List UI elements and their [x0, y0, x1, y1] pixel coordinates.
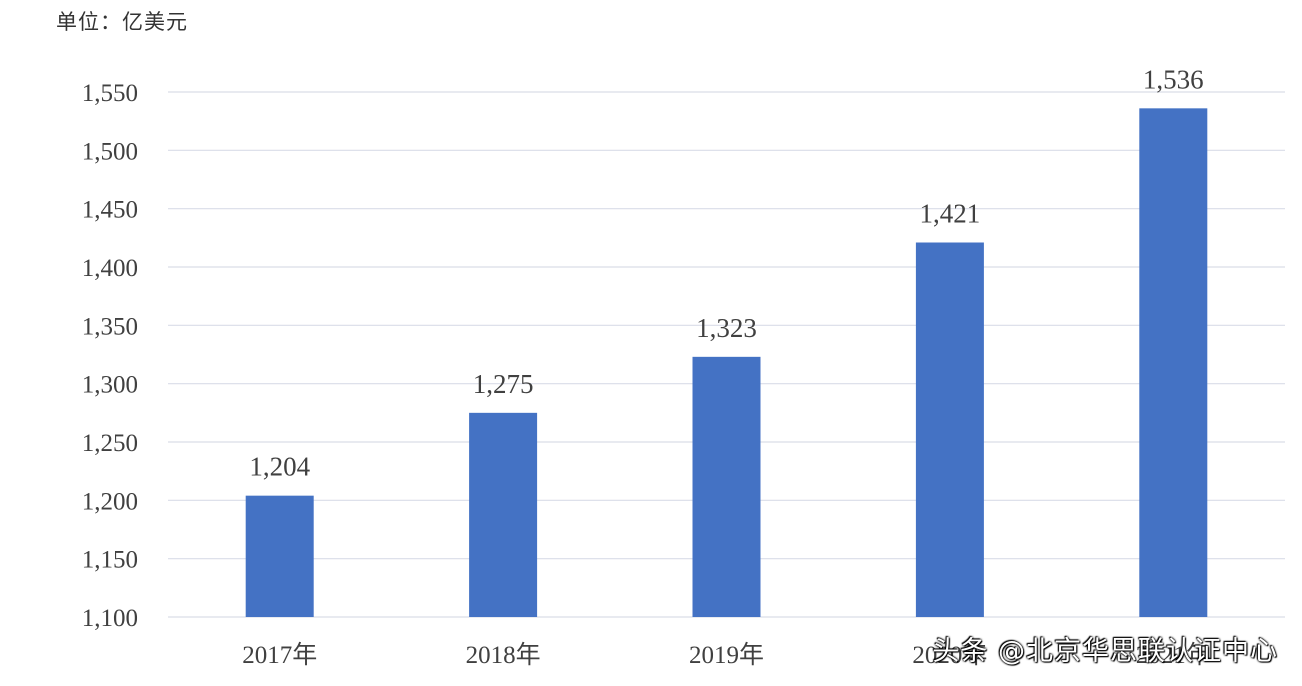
- bar-0: [245, 495, 314, 617]
- y-tick-label: 1,350: [82, 313, 138, 340]
- bar-2: [692, 356, 761, 617]
- bar-3: [915, 242, 984, 617]
- y-tick-label: 1,250: [82, 430, 138, 457]
- x-tick-label: 2018年: [466, 641, 541, 669]
- y-axis-ticks: 1,100 1,150 1,200 1,250 1,300 1,350 1,400 1,450…: [82, 80, 138, 632]
- y-tick-label: 1,500: [82, 138, 138, 165]
- data-label: 1,323: [696, 313, 757, 343]
- y-tick-label: 1,100: [82, 605, 138, 632]
- y-tick-label: 1,550: [82, 80, 138, 107]
- bar-4: [1139, 108, 1208, 617]
- x-tick-label: 2017年: [242, 641, 317, 669]
- x-tick-label: 2020年: [912, 641, 987, 669]
- data-labels: 1,204 1,275 1,323 1,421 1,536: [249, 64, 1203, 481]
- bars: [245, 108, 1208, 617]
- x-tick-label: 2021年: [1136, 641, 1211, 669]
- y-tick-label: 1,200: [82, 488, 138, 515]
- data-label: 1,204: [249, 452, 310, 482]
- bar-1: [469, 412, 538, 617]
- x-tick-label: 2019年: [689, 641, 764, 669]
- y-tick-label: 1,300: [82, 372, 138, 399]
- data-label: 1,421: [920, 199, 981, 229]
- y-tick-label: 1,450: [82, 197, 138, 224]
- unit-label: 单位：亿美元: [56, 10, 188, 34]
- data-label: 1,536: [1143, 64, 1204, 94]
- y-tick-label: 1,400: [82, 255, 138, 282]
- data-label: 1,275: [473, 369, 534, 399]
- watermark: 头条 @北京华思联认证中心: [932, 636, 1278, 667]
- y-tick-label: 1,150: [82, 547, 138, 574]
- x-axis-ticks: 2017年 2018年 2019年 2020年 2021年: [242, 641, 1211, 669]
